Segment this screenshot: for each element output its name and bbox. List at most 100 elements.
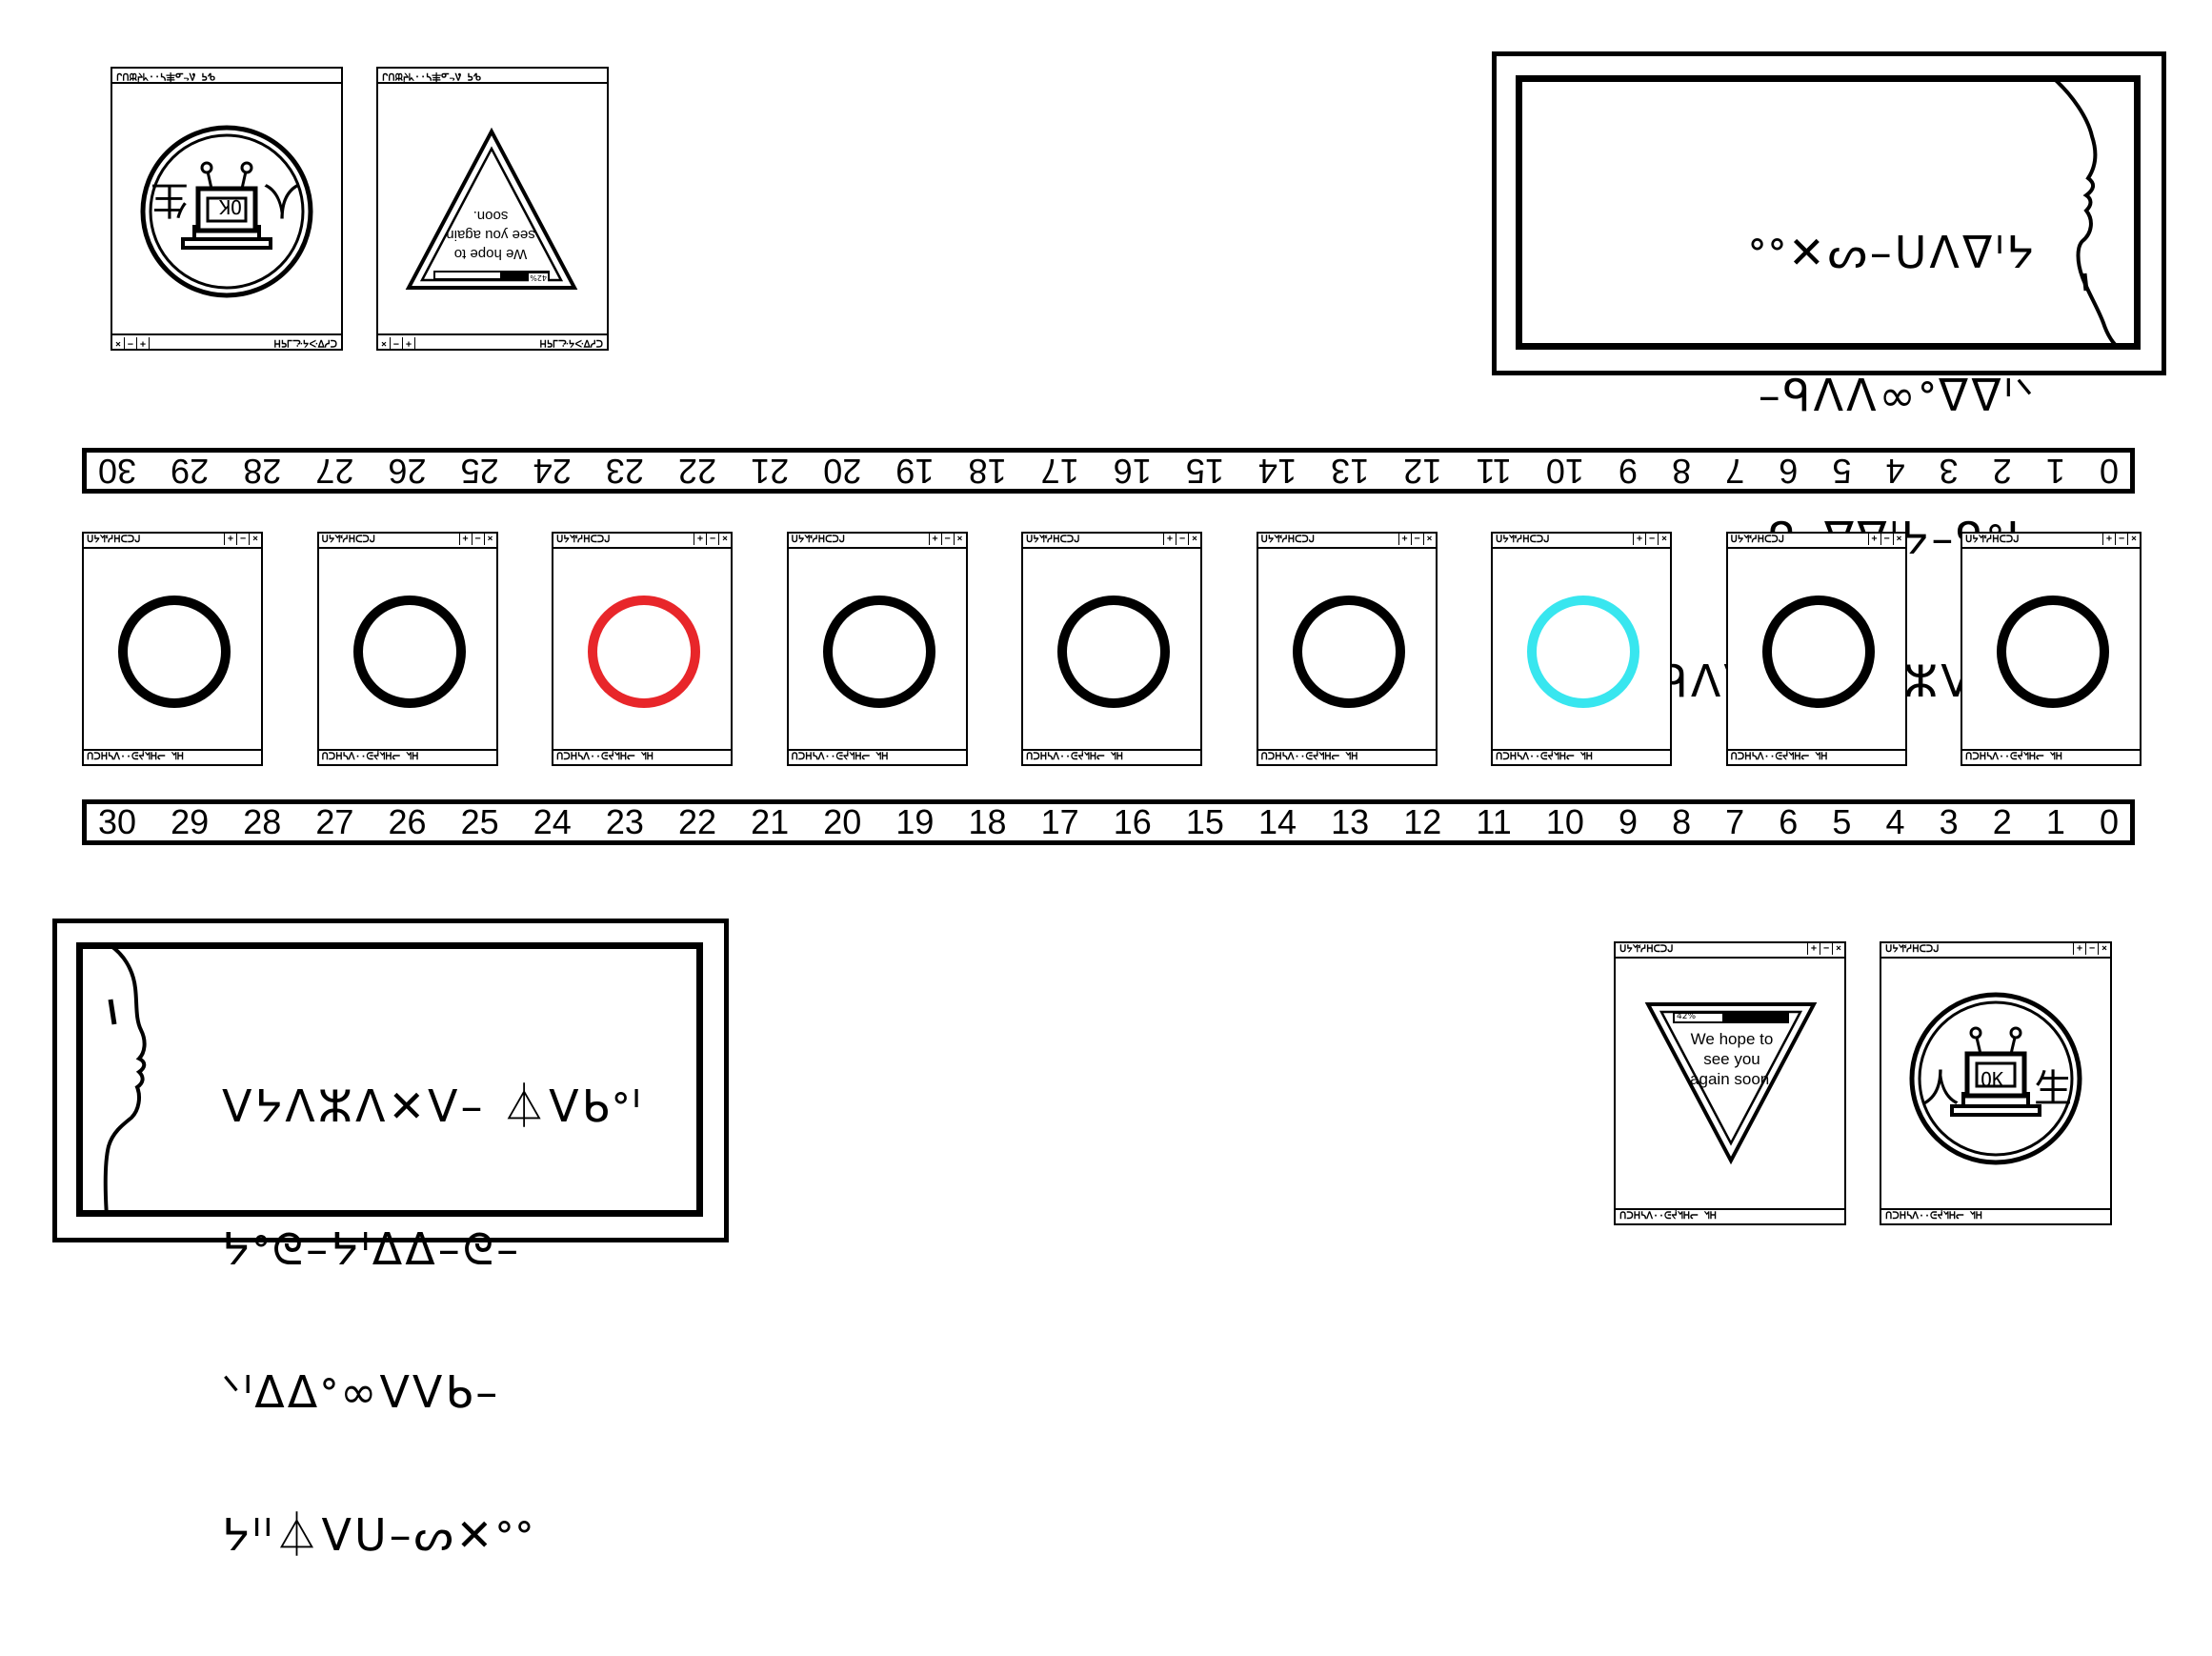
ruler-tick-label: 27 [315, 452, 354, 491]
minimize-button[interactable]: − [1820, 943, 1832, 955]
add-button[interactable]: + [137, 337, 150, 349]
add-button[interactable]: + [928, 534, 941, 545]
card-footer-glyphs: ᑎᑐᕼᓴᐱ··ᕮᔫᖿᕼᓕ ᖿᕼ [556, 752, 654, 762]
ring-circle [1292, 596, 1405, 708]
ring-circle [822, 596, 935, 708]
add-button[interactable]: + [1163, 534, 1176, 545]
ring-icon [1292, 596, 1405, 708]
ruler-tick-label: 6 [1779, 802, 1799, 841]
add-button[interactable]: + [224, 534, 236, 545]
card-title-bar: ᑌᔭᖿᓫᓱᕼᑕᑐᒍ + − × [1493, 534, 1670, 549]
card-title-glyphs: ᑌᔭᖿᓫᓱᕼᑕᑐᒍ [1730, 535, 1785, 545]
ring-circle [118, 596, 231, 708]
close-button[interactable]: × [718, 534, 731, 545]
progress-bar [1673, 1012, 1789, 1023]
ring-icon [1057, 596, 1170, 708]
close-button[interactable]: × [483, 534, 496, 545]
close-button[interactable]: × [1188, 534, 1200, 545]
ring-window[interactable]: ᑌᔭᖿᓫᓱᕼᑕᑐᒍ + − × ᑎᑐᕼᓴᐱ··ᕮᔫᖿᕼᓕ ᖿᕼ [82, 532, 263, 766]
close-button[interactable]: × [1658, 534, 1670, 545]
farewell-message: We hope to see you again soon. [1690, 1030, 1774, 1088]
close-button[interactable]: × [1832, 943, 1844, 955]
add-button[interactable]: + [1398, 534, 1411, 545]
close-button[interactable]: × [378, 337, 391, 349]
face-profile-icon [103, 942, 147, 1217]
minimize-button[interactable]: − [125, 337, 137, 349]
card-footer-bar: ᕴᕋ ᕕᓪᓄ丰ᓭ··ᖿᔫᙔᑌᒍ [378, 69, 607, 84]
minimize-button[interactable]: − [1645, 534, 1658, 545]
emblem-left-glyph: 人 [263, 177, 301, 221]
close-button[interactable]: × [112, 337, 125, 349]
card-footer-bar: ᑎᑐᕼᓴᐱ··ᕮᔫᖿᕼᓕ ᖿᕼ [1493, 749, 1670, 764]
minimize-button[interactable]: − [2115, 534, 2127, 545]
ruler-tick-label: 28 [243, 452, 282, 491]
ruler-tick-label: 4 [1885, 802, 1905, 841]
close-button[interactable]: × [953, 534, 966, 545]
card-footer-glyphs: ᑎᑐᕼᓴᐱ··ᕮᔫᖿᕼᓕ ᖿᕼ [1026, 752, 1124, 762]
ruler-tick-label: 14 [1258, 452, 1297, 491]
close-button[interactable]: × [1422, 534, 1436, 545]
ruler-tick-label: 18 [968, 452, 1007, 491]
top-left-card-farewell: ᑕᓯᐁᑀᔦᓨᒧᕋᕼ + − × 42% We hope to see you a… [376, 67, 609, 351]
ring-circle [588, 596, 700, 708]
progress-bar-fill [1721, 1014, 1787, 1021]
ring-window[interactable]: ᑌᔭᖿᓫᓱᕼᑕᑐᒍ + − × ᑎᑐᕼᓴᐱ··ᕮᔫᖿᕼᓕ ᖿᕼ [1725, 532, 1907, 766]
card-title-glyphs: ᑕᓯᐁᑀᔦᓨᒧᕋᕼ [539, 337, 603, 348]
add-button[interactable]: + [694, 534, 706, 545]
close-button[interactable]: × [1892, 534, 1905, 545]
face-profile-icon [2048, 75, 2122, 350]
minimize-button[interactable]: − [1410, 534, 1423, 545]
minimize-button[interactable]: − [2085, 943, 2098, 955]
ring-window[interactable]: ᑌᔭᖿᓫᓱᕼᑕᑐᒍ + − × ᑎᑐᕼᓴᐱ··ᕮᔫᖿᕼᓕ ᖿᕼ [1491, 532, 1672, 766]
close-button[interactable]: × [249, 534, 261, 545]
card-footer-glyphs: ᑎᑐᕼᓴᐱ··ᕮᔫᖿᕼᓕ ᖿᕼ [1965, 752, 2063, 762]
minimize-button[interactable]: − [1880, 534, 1893, 545]
ruler-tick-label: 0 [2099, 452, 2119, 491]
card-footer-bar: ᑎᑐᕼᓴᐱ··ᕮᔫᖿᕼᓕ ᖿᕼ [318, 749, 496, 764]
speech-line: ᐤᐤ✕ᔕ–ᑌᐱᐁᑊᔭ [1748, 227, 2037, 278]
card-footer-bar: ᑎᑐᕼᓴᐱ··ᕮᔫᖿᕼᓕ ᖿᕼ [1727, 749, 1905, 764]
ring-icon [1997, 596, 2109, 708]
minimize-button[interactable]: − [940, 534, 954, 545]
minimize-button[interactable]: − [391, 337, 403, 349]
ruler-tick-label: 0 [2099, 802, 2119, 841]
ring-circle [352, 596, 466, 708]
card-title-bar: ᑌᔭᖿᓫᓱᕼᑕᑐᒍ + − × [1616, 943, 1844, 959]
add-button[interactable]: + [1867, 534, 1880, 545]
ring-window[interactable]: ᑌᔭᖿᓫᓱᕼᑕᑐᒍ + − × ᑎᑐᕼᓴᐱ··ᕮᔫᖿᕼᓕ ᖿᕼ [1021, 532, 1202, 766]
ring-window[interactable]: ᑌᔭᖿᓫᓱᕼᑕᑐᒍ + − × ᑎᑐᕼᓴᐱ··ᕮᔫᖿᕼᓕ ᖿᕼ [786, 532, 968, 766]
close-button[interactable]: × [2098, 943, 2110, 955]
minimize-button[interactable]: − [1176, 534, 1188, 545]
card-title-bar: ᑌᔭᖿᓫᓱᕼᑕᑐᒍ + − × [318, 534, 496, 549]
ruler-tick-label: 2 [1992, 452, 2012, 491]
add-button[interactable]: + [1807, 943, 1820, 955]
card-title-bar: ᑌᔭᖿᓫᓱᕼᑕᑐᒍ + − × [1962, 534, 2140, 549]
ruler-tick-label: 11 [1476, 802, 1512, 841]
card-footer-glyphs: ᑎᑐᕼᓴᐱ··ᕮᔫᖿᕼᓕ ᖿᕼ [1496, 752, 1594, 762]
add-button[interactable]: + [458, 534, 472, 545]
ruler-tick-label: 25 [460, 802, 499, 841]
ruler-tick-label: 4 [1885, 452, 1905, 491]
ring-window[interactable]: ᑌᔭᖿᓫᓱᕼᑕᑐᒍ + − × ᑎᑐᕼᓴᐱ··ᕮᔫᖿᕼᓕ ᖿᕼ [552, 532, 733, 766]
ring-window[interactable]: ᑌᔭᖿᓫᓱᕼᑕᑐᒍ + − × ᑎᑐᕼᓴᐱ··ᕮᔫᖿᕼᓕ ᖿᕼ [1256, 532, 1438, 766]
ring-window[interactable]: ᑌᔭᖿᓫᓱᕼᑕᑐᒍ + − × ᑎᑐᕼᓴᐱ··ᕮᔫᖿᕼᓕ ᖿᕼ [1961, 532, 2142, 766]
bottom-right-card-farewell: ᑌᔭᖿᓫᓱᕼᑕᑐᒍ + − × 42% We hope to see you a… [1614, 941, 1846, 1225]
minimize-button[interactable]: − [706, 534, 718, 545]
ring-circle [1761, 596, 1875, 708]
add-button[interactable]: + [2102, 534, 2115, 545]
speech-box-inner: ᐤᐤ✕ᔕ–ᑌᐱᐁᑊᔭ –ᑫᐱᐱ∞ᐤᐁᐁᑊᐠ –ᑫ–ᐁᐁᑊᔭ–ᑫᐤᔭ ᑊᐤᑫᐱᐁ … [1516, 75, 2141, 705]
ruler-tick-label: 10 [1545, 802, 1584, 841]
ruler-tick-label: 8 [1672, 802, 1692, 841]
ring-window[interactable]: ᑌᔭᖿᓫᓱᕼᑕᑐᒍ + − × ᑎᑐᕼᓴᐱ··ᕮᔫᖿᕼᓕ ᖿᕼ [316, 532, 498, 766]
card-footer-bar: ᑎᑐᕼᓴᐱ··ᕮᔫᖿᕼᓕ ᖿᕼ [1257, 749, 1436, 764]
close-button[interactable]: × [2127, 534, 2140, 545]
add-button[interactable]: + [2073, 943, 2085, 955]
ruler-top: 0 1 2 3 4 5 6 7 8 9 10 11 12 13 14 15 16 17 18 19 20 21 22 23 24… [82, 448, 2135, 494]
minimize-button[interactable]: − [236, 534, 249, 545]
add-button[interactable]: + [1633, 534, 1645, 545]
ruler-tick-label: 12 [1403, 802, 1442, 841]
add-button[interactable]: + [403, 337, 415, 349]
minimize-button[interactable]: − [471, 534, 484, 545]
progress-label: 42% [1677, 1012, 1697, 1021]
ok-label: OK [1981, 1068, 2004, 1091]
